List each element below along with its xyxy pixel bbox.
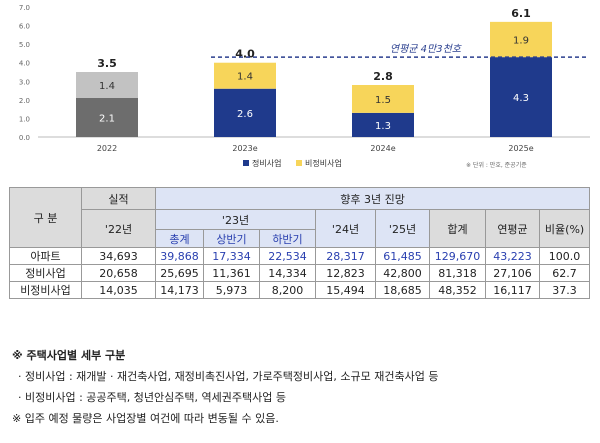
cell: 14,334 (259, 264, 316, 282)
cell: 27,106 (485, 264, 540, 282)
cell: 22,534 (259, 247, 316, 265)
header-h1: 상반기 (203, 229, 260, 248)
y-tick-label: 4.0 (19, 60, 30, 68)
x-category-label: 2022 (97, 144, 117, 153)
header-total23: 총계 (155, 229, 204, 248)
row-label: 아파트 (9, 247, 82, 265)
bar-segment (490, 57, 552, 138)
table-row: 비정비사업 14,035 14,173 5,973 8,200 15,494 1… (9, 281, 591, 299)
cell: 81,318 (429, 264, 486, 282)
legend-swatch-bijeongbi (296, 160, 302, 166)
y-tick-label: 0.0 (19, 134, 30, 142)
notes-title: ※ 주택사업별 세부 구분 (12, 349, 126, 362)
cell: 62.7 (538, 264, 591, 282)
cell: 18,685 (375, 281, 430, 299)
cell: 100.0 (538, 247, 591, 265)
header-actual: 실적 (81, 187, 156, 210)
notes-line1: · 정비사업 : 재개발 · 재건축사업, 재정비촉진사업, 가로주택정비사업,… (18, 370, 439, 383)
cell: 17,334 (203, 247, 260, 265)
cell: 15,494 (315, 281, 376, 299)
segment-value-label: 1.4 (237, 72, 253, 83)
cell: 14,173 (155, 281, 204, 299)
cell: 16,117 (485, 281, 540, 299)
x-category-label: 2025e (508, 144, 533, 153)
bar-segment (490, 21, 552, 58)
cell: 28,317 (315, 247, 376, 265)
reference-line-label: 연평균 4만3천호 (390, 43, 462, 55)
bars: 2.1 1.4 3.5 2.6 1.4 4.0 1.3 1.5 2.8 4.3 1.9 6.1 (76, 7, 552, 138)
bar-segment (76, 98, 138, 137)
notes-line3: ※ 입주 예정 물량은 사업장별 여건에 따라 변동될 수 있음. (12, 412, 279, 425)
notes: ※ 주택사업별 세부 구분 · 정비사업 : 재개발 · 재건축사업, 재정비촉… (12, 345, 592, 429)
cell: 8,200 (259, 281, 316, 299)
y-tick-label: 6.0 (19, 23, 30, 31)
y-tick-label: 2.0 (19, 97, 30, 105)
bar-total-label: 4.0 (235, 48, 255, 61)
x-category-label: 2023e (232, 144, 257, 153)
bar-segment (214, 62, 276, 89)
cell: 43,223 (485, 247, 540, 265)
segment-value-label: 1.9 (513, 36, 529, 47)
cell: 129,670 (429, 247, 486, 265)
header-y23: '23년 (155, 209, 316, 230)
notes-line2: · 비정비사업 : 공공주택, 청년안심주택, 역세권주택사업 등 (18, 391, 286, 404)
bar-total-label: 6.1 (511, 7, 531, 20)
cell: 20,658 (81, 264, 156, 282)
legend: 정비사업 비정비사업 (243, 158, 342, 168)
header-avg: 연평균 (485, 209, 540, 248)
header-gubun: 구 분 (9, 187, 82, 248)
x-category-label: 2024e (370, 144, 395, 153)
cell: 48,352 (429, 281, 486, 299)
legend-label-jeongbi: 정비사업 (252, 158, 281, 168)
table-row: 정비사업 20,658 25,695 11,361 14,334 12,823 … (9, 264, 591, 282)
bar-total-label: 2.8 (373, 70, 393, 83)
housing-supply-table: 구 분 실적 향후 3년 진망 '22년 '23년 '24년 '25년 합계 연… (9, 187, 591, 299)
bar-total-label: 3.5 (97, 57, 117, 70)
cell: 5,973 (203, 281, 260, 299)
legend-swatch-jeongbi (243, 160, 249, 166)
y-tick-label: 1.0 (19, 115, 30, 123)
table-row: 아파트 34,693 39,868 17,334 22,534 28,317 6… (9, 247, 591, 265)
segment-value-label: 1.5 (375, 95, 391, 106)
x-axis: 2022 2023e 2024e 2025e (97, 144, 534, 153)
cell: 11,361 (203, 264, 260, 282)
header-h2: 하반기 (259, 229, 316, 248)
stacked-bar-chart: 0.0 1.0 2.0 3.0 4.0 5.0 6.0 7.0 2.1 1.4 3.5 2.6 1.4… (19, 4, 590, 169)
bar-segment (214, 88, 276, 137)
segment-value-label: 2.6 (237, 109, 253, 120)
bar-segment (76, 72, 138, 98)
segment-value-label: 2.1 (99, 114, 115, 125)
legend-label-bijeongbi: 비정비사업 (305, 158, 342, 168)
cell: 12,823 (315, 264, 376, 282)
row-label: 비정비사업 (9, 281, 82, 299)
row-label: 정비사업 (9, 264, 82, 282)
header-y22: '22년 (81, 209, 156, 248)
cell: 61,485 (375, 247, 430, 265)
cell: 25,695 (155, 264, 204, 282)
header-y24: '24년 (315, 209, 376, 248)
header-forecast: 향후 3년 진망 (154, 187, 591, 210)
cell: 39,868 (155, 247, 204, 265)
header-y25: '25년 (375, 209, 430, 248)
cell: 14,035 (81, 281, 156, 299)
bar-segment (352, 112, 414, 137)
header-ratio: 비율(%) (538, 209, 591, 248)
bar-segment (352, 85, 414, 113)
header-sum: 합계 (429, 209, 486, 248)
y-tick-label: 3.0 (19, 78, 30, 86)
segment-value-label: 1.3 (375, 121, 391, 132)
cell: 42,800 (375, 264, 430, 282)
segment-value-label: 4.3 (513, 93, 529, 104)
y-tick-label: 7.0 (19, 4, 30, 12)
y-tick-label: 5.0 (19, 41, 30, 49)
cell: 34,693 (81, 247, 156, 265)
segment-value-label: 1.4 (99, 81, 115, 92)
cell: 37.3 (538, 281, 591, 299)
source-note: ※ 단위 : 만호, 준공기준 (466, 161, 527, 169)
